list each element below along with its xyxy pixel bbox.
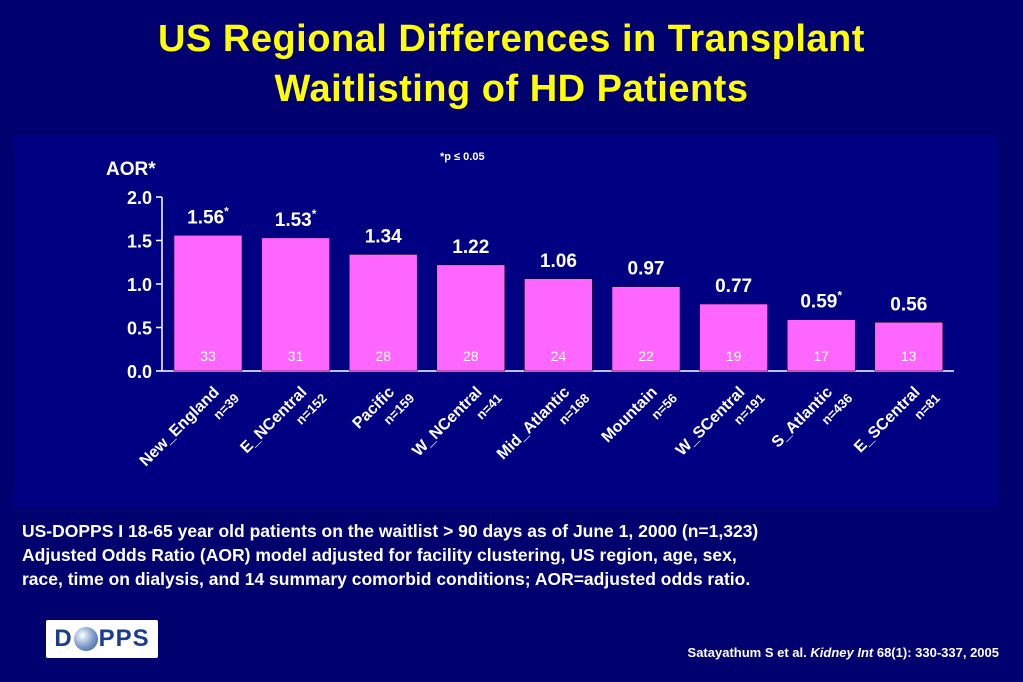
value-label: 1.56* [187, 204, 229, 228]
bar [874, 322, 944, 372]
citation-ref: 68(1): 330-337, 2005 [876, 645, 999, 660]
citation-journal: Kidney Int [810, 645, 874, 660]
value-label: 1.34 [365, 226, 402, 247]
citation: Satayathum S et al. Kidney Int 68(1): 33… [688, 645, 999, 660]
dopps-logo: D PPS [46, 620, 158, 658]
x-tick-label: E_SCentral [851, 384, 923, 456]
footnote-line-1: US-DOPPS I 18-65 year old patients on th… [22, 521, 759, 541]
inner-count-label: 13 [901, 348, 917, 364]
logo-text-right: PPS [98, 625, 150, 652]
citation-authors: Satayathum S et al. [687, 645, 807, 660]
title-line-1: US Regional Differences in Transplant [158, 18, 865, 60]
x-tick-label: W_NCentral [409, 384, 485, 460]
bar [699, 303, 768, 372]
value-label: 0.97 [628, 259, 665, 280]
value-label: 0.77 [715, 276, 752, 297]
significance-asterisk: * [312, 207, 317, 221]
inner-count-label: 31 [288, 348, 304, 364]
bar [524, 278, 593, 372]
logo-text-left: D [54, 625, 73, 652]
bar [436, 264, 506, 372]
inner-count-label: 19 [726, 348, 742, 364]
inner-count-label: 33 [200, 348, 216, 364]
value-label: 0.56 [890, 294, 927, 315]
bar [786, 319, 856, 372]
significance-asterisk: * [224, 204, 229, 218]
y-tick-label: 0.0 [127, 362, 152, 382]
y-tick-label: 2.0 [127, 188, 152, 208]
bar [611, 286, 681, 372]
value-label: 1.06 [540, 251, 577, 272]
value-label: 1.22 [452, 237, 489, 258]
bar-chart: AOR* *p ≤ 0.05 0.0 0.5 1.0 1.5 2.0 1.56* 33 New_E… [106, 151, 954, 470]
bar [173, 235, 243, 372]
value-label: 1.53* [275, 207, 317, 231]
footnote: US-DOPPS I 18-65 year old patients on th… [22, 519, 1012, 591]
y-tick-label: 0.5 [127, 319, 152, 339]
chart-panel: AOR* *p ≤ 0.05 0.0 0.5 1.0 1.5 2.0 1.56* 33 New_E… [14, 135, 998, 507]
inner-count-label: 22 [638, 348, 654, 364]
globe-icon [73, 627, 98, 651]
footnote-line-2: Adjusted Odds Ratio (AOR) model adjusted… [22, 545, 737, 565]
bar [348, 254, 418, 372]
title-line-2: Waitlisting of HD Patients [274, 68, 749, 110]
y-tick-label: 1.5 [127, 232, 152, 252]
inner-count-label: 28 [463, 348, 479, 364]
inner-count-label: 28 [375, 348, 391, 364]
footnote-line-3: race, time on dialysis, and 14 summary c… [22, 569, 751, 589]
significance-asterisk: * [837, 289, 842, 303]
x-tick-label: New_England [137, 384, 223, 470]
significance-note: *p ≤ 0.05 [440, 151, 485, 163]
inner-count-label: 24 [551, 348, 567, 364]
value-label: 0.59* [800, 289, 842, 313]
slide-title: US Regional Differences in Transplant Wa… [0, 14, 1023, 114]
bar [261, 237, 330, 372]
y-axis-label: AOR* [106, 159, 156, 180]
inner-count-label: 17 [813, 348, 829, 364]
y-tick-label: 1.0 [127, 275, 152, 295]
